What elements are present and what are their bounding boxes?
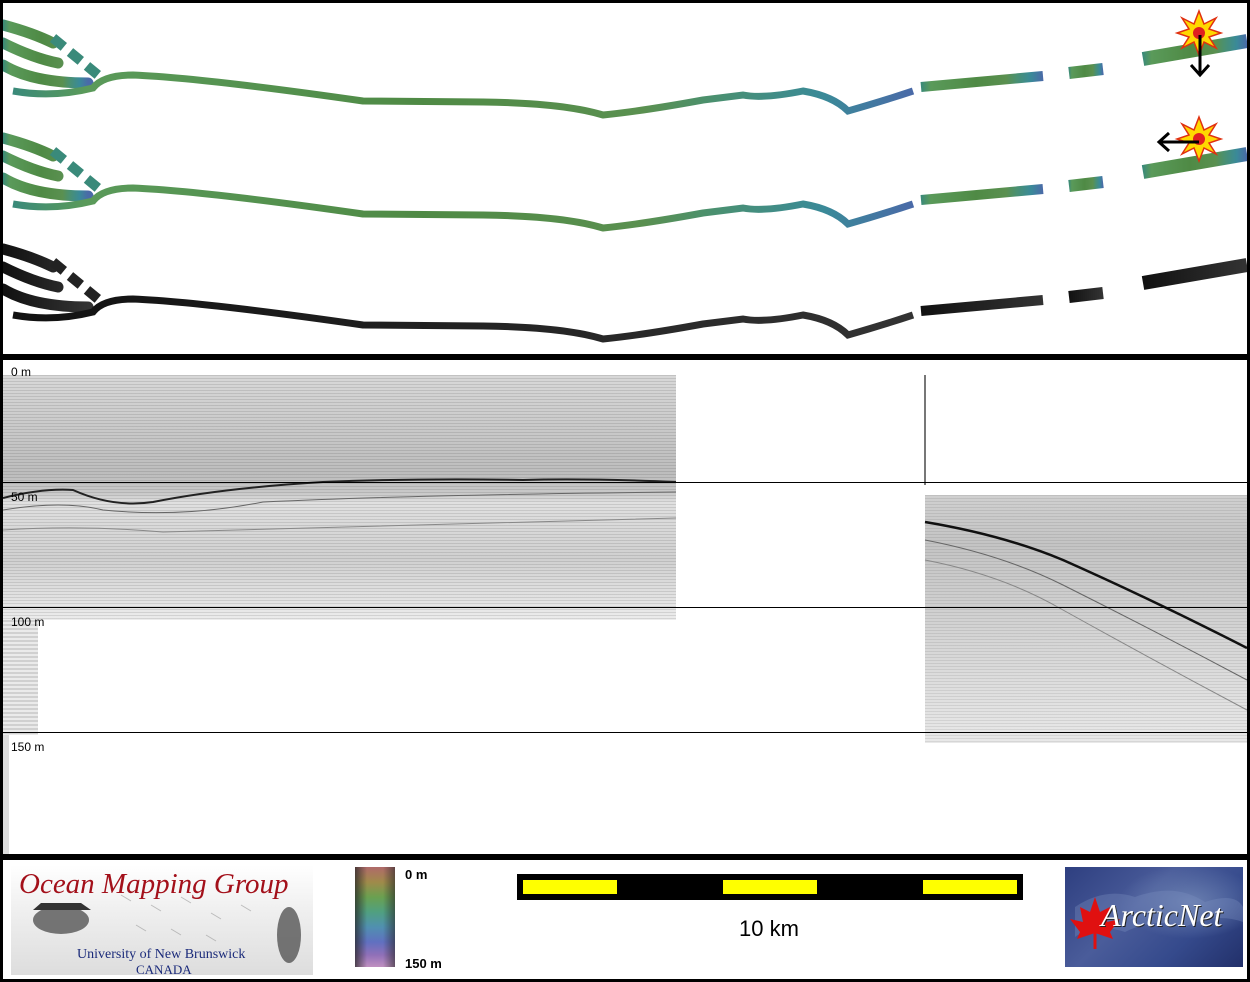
seafloor-reflector-right <box>924 375 1247 711</box>
omg-title: Ocean Mapping Group <box>19 868 289 900</box>
omg-country: CANADA <box>136 962 192 975</box>
arrow-left-icon <box>1156 131 1199 153</box>
scale-bar-segment <box>923 880 1017 894</box>
scale-bar <box>517 874 1023 900</box>
depth-colorbar <box>355 867 395 967</box>
depth-label-100: 100 m <box>11 615 45 629</box>
track-upper <box>3 19 1247 119</box>
depth-gridline-150 <box>3 732 1247 733</box>
arrow-down-icon <box>1189 35 1211 78</box>
scale-bar-segment <box>523 880 617 894</box>
ocean-mapping-group-logo: Ocean Mapping Group University of New Br… <box>11 865 313 975</box>
depth-gridline-50 <box>3 482 1247 483</box>
omg-university: University of New Brunswick <box>77 947 246 962</box>
footer-panel: Ocean Mapping Group University of New Br… <box>3 860 1247 979</box>
depth-gridline-100 <box>3 607 1247 608</box>
seismic-profile-strip-lower <box>3 735 9 854</box>
depth-label-0: 0 m <box>11 365 32 379</box>
scale-bar-label: 10 km <box>739 916 799 941</box>
arcticnet-logo: ArcticNet <box>1065 867 1243 967</box>
swath-tracks <box>3 8 1247 343</box>
depth-label-50: 50 m <box>11 490 38 504</box>
depth-label-150: 150 m <box>11 740 45 754</box>
track-middle <box>3 132 1247 232</box>
seafloor-reflector <box>3 478 677 533</box>
colorbar-bottom-label: 150 m <box>405 956 442 971</box>
sonar-ship-icon <box>33 894 301 963</box>
scale-bar-segment <box>723 880 817 894</box>
swath-track-panel <box>3 3 1247 354</box>
track-lower-backscatter <box>3 243 1247 343</box>
arcticnet-wordmark: ArcticNet <box>1101 897 1223 933</box>
seismic-profile-left <box>3 375 676 620</box>
seismic-profile-strip <box>3 620 38 735</box>
colorbar-top-label: 0 m <box>405 867 428 882</box>
seismic-profile-right <box>925 495 1247 743</box>
maple-leaf-icon <box>1070 890 1243 949</box>
subbottom-profile-panel: 0 m 50 m 100 m 150 m <box>3 360 1247 854</box>
